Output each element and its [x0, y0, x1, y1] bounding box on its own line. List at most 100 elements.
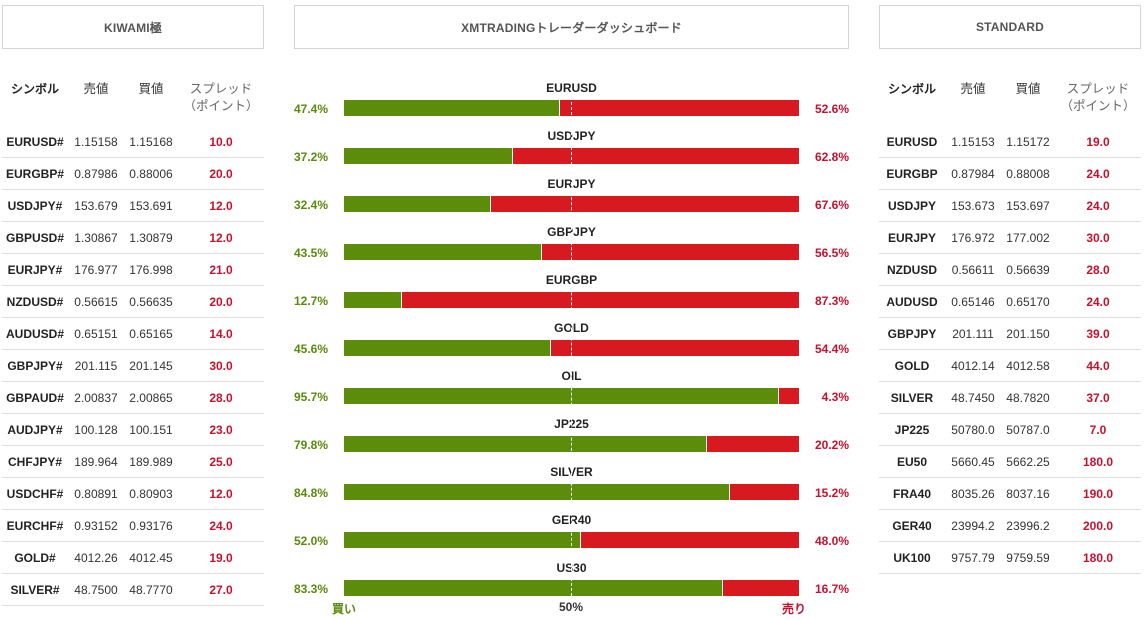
legend-mid-label: 50%: [559, 600, 584, 614]
spread-cell: 19.0: [1086, 134, 1110, 149]
table-row: GOLD 4012.14 4012.58 44.0: [879, 350, 1141, 382]
spread-cell: 200.0: [1082, 518, 1114, 533]
symbol-cell: GBPAUD#: [6, 390, 64, 405]
spread-cell: 30.0: [1086, 230, 1110, 245]
symbol-cell: EURJPY#: [7, 262, 63, 277]
fifty-percent-line: [571, 92, 572, 596]
sell-percent: 56.5%: [814, 246, 849, 260]
bid-cell: 48.7450: [951, 390, 995, 405]
ask-cell: 2.00865: [129, 390, 173, 405]
symbol-cell: GOLD: [894, 358, 930, 373]
symbol-cell: NZDUSD#: [6, 294, 64, 309]
sell-percent: 16.7%: [814, 582, 849, 596]
buy-percent: 12.7%: [294, 294, 329, 308]
sell-percent: 48.0%: [814, 534, 849, 548]
table-row: GER40 23994.2 23996.2 200.0: [879, 510, 1141, 542]
symbol-cell: EU50: [896, 454, 928, 469]
ask-cell: 153.697: [1006, 198, 1050, 213]
spread-cell: 180.0: [1082, 454, 1114, 469]
ask-cell: 201.150: [1006, 326, 1050, 341]
buy-percent: 32.4%: [294, 198, 329, 212]
sell-percent: 15.2%: [814, 486, 849, 500]
buy-fill: [344, 580, 723, 596]
ask-cell: 1.30879: [129, 230, 173, 245]
table-row: EURGBP 0.87984 0.88008 24.0: [879, 158, 1141, 190]
bid-cell: 1.15153: [951, 134, 995, 149]
ask-cell: 201.145: [129, 358, 173, 373]
bid-cell: 0.56615: [74, 294, 118, 309]
ask-header: 買値: [1015, 82, 1041, 96]
bid-cell: 5660.45: [951, 454, 995, 469]
ask-cell: 0.65170: [1006, 294, 1050, 309]
bid-cell: 23994.2: [951, 518, 995, 533]
buy-percent: 84.8%: [294, 486, 329, 500]
sell-percent: 4.3%: [821, 390, 849, 404]
spread-cell: 14.0: [209, 326, 233, 341]
bid-cell: 8035.26: [951, 486, 995, 501]
bid-cell: 153.679: [74, 198, 118, 213]
ask-cell: 1.15172: [1006, 134, 1050, 149]
spread-cell: 44.0: [1086, 358, 1110, 373]
bid-cell: 1.15158: [74, 134, 118, 149]
bid-cell: 153.673: [951, 198, 995, 213]
bid-cell: 201.111: [952, 326, 994, 341]
table-body: EURUSD# 1.15158 1.15168 10.0 EURGBP# 0.87986 0…: [2, 126, 264, 606]
spread-cell: 20.0: [209, 166, 233, 181]
spread-cell: 28.0: [209, 390, 233, 405]
spread-cell: 24.0: [1086, 294, 1110, 309]
standard-panel-title: STANDARD: [879, 5, 1141, 49]
spread-cell: 23.0: [209, 422, 233, 437]
spread-cell: 24.0: [1086, 198, 1110, 213]
table-row: GBPUSD# 1.30867 1.30879 12.0: [2, 222, 264, 254]
bid-cell: 9757.79: [951, 550, 995, 565]
ask-cell: 153.691: [129, 198, 173, 213]
symbol-cell: EURGBP#: [5, 166, 64, 181]
bid-cell: 189.964: [74, 454, 118, 469]
table-row: EURGBP# 0.87986 0.88006 20.0: [2, 158, 264, 190]
bid-cell: 0.65146: [951, 294, 995, 309]
table-row: AUDUSD 0.65146 0.65170 24.0: [879, 286, 1141, 318]
spread-cell: 37.0: [1086, 390, 1110, 405]
table-row: CHFJPY# 189.964 189.989 25.0: [2, 446, 264, 478]
spread-cell: 19.0: [209, 550, 233, 565]
ask-cell: 8037.16: [1006, 486, 1050, 501]
table-row: EURUSD# 1.15158 1.15168 10.0: [2, 126, 264, 158]
table-row: SILVER 48.7450 48.7820 37.0: [879, 382, 1141, 414]
table-row: FRA40 8035.26 8037.16 190.0: [879, 478, 1141, 510]
ask-cell: 176.998: [129, 262, 173, 277]
buy-percent: 47.4%: [294, 102, 329, 116]
sell-percent: 54.4%: [814, 342, 849, 356]
bid-header: 売値: [83, 82, 109, 96]
spread-cell: 24.0: [209, 518, 233, 533]
ask-cell: 0.80903: [129, 486, 173, 501]
spread-cell: 180.0: [1082, 550, 1114, 565]
ask-cell: 177.002: [1006, 230, 1050, 245]
buy-fill: [344, 244, 542, 260]
symbol-cell: EURUSD: [886, 134, 938, 149]
bid-cell: 201.115: [74, 358, 118, 373]
spread-header: スプレッド（ポイント）: [183, 82, 259, 113]
ask-cell: 100.151: [129, 422, 173, 437]
buy-fill: [344, 100, 560, 116]
spread-cell: 24.0: [1086, 166, 1110, 181]
bid-cell: 0.87986: [74, 166, 118, 181]
table-row: AUDUSD# 0.65151 0.65165 14.0: [2, 318, 264, 350]
symbol-cell: GER40: [892, 518, 932, 533]
spread-cell: 12.0: [209, 198, 233, 213]
spread-cell: 27.0: [209, 582, 233, 597]
ask-cell: 48.7770: [129, 582, 173, 597]
ask-cell: 0.56639: [1006, 262, 1050, 277]
dashboard-title: XMTRADINGトレーダーダッシュボード: [294, 5, 849, 49]
bid-header: 売値: [960, 82, 986, 96]
bid-cell: 4012.14: [951, 358, 995, 373]
symbol-cell: AUDJPY#: [7, 422, 63, 437]
table-body: EURUSD 1.15153 1.15172 19.0 EURGBP 0.87984 0.8…: [879, 126, 1141, 574]
buy-fill: [344, 292, 402, 308]
table-header: シンボル 売値 買値 スプレッド（ポイント）: [879, 78, 1141, 126]
spread-cell: 21.0: [209, 262, 233, 277]
spread-cell: 190.0: [1082, 486, 1114, 501]
symbol-header: シンボル: [10, 82, 59, 96]
table-row: EURJPY 176.972 177.002 30.0: [879, 222, 1141, 254]
ask-cell: 9759.59: [1006, 550, 1050, 565]
bid-cell: 50780.0: [951, 422, 995, 437]
